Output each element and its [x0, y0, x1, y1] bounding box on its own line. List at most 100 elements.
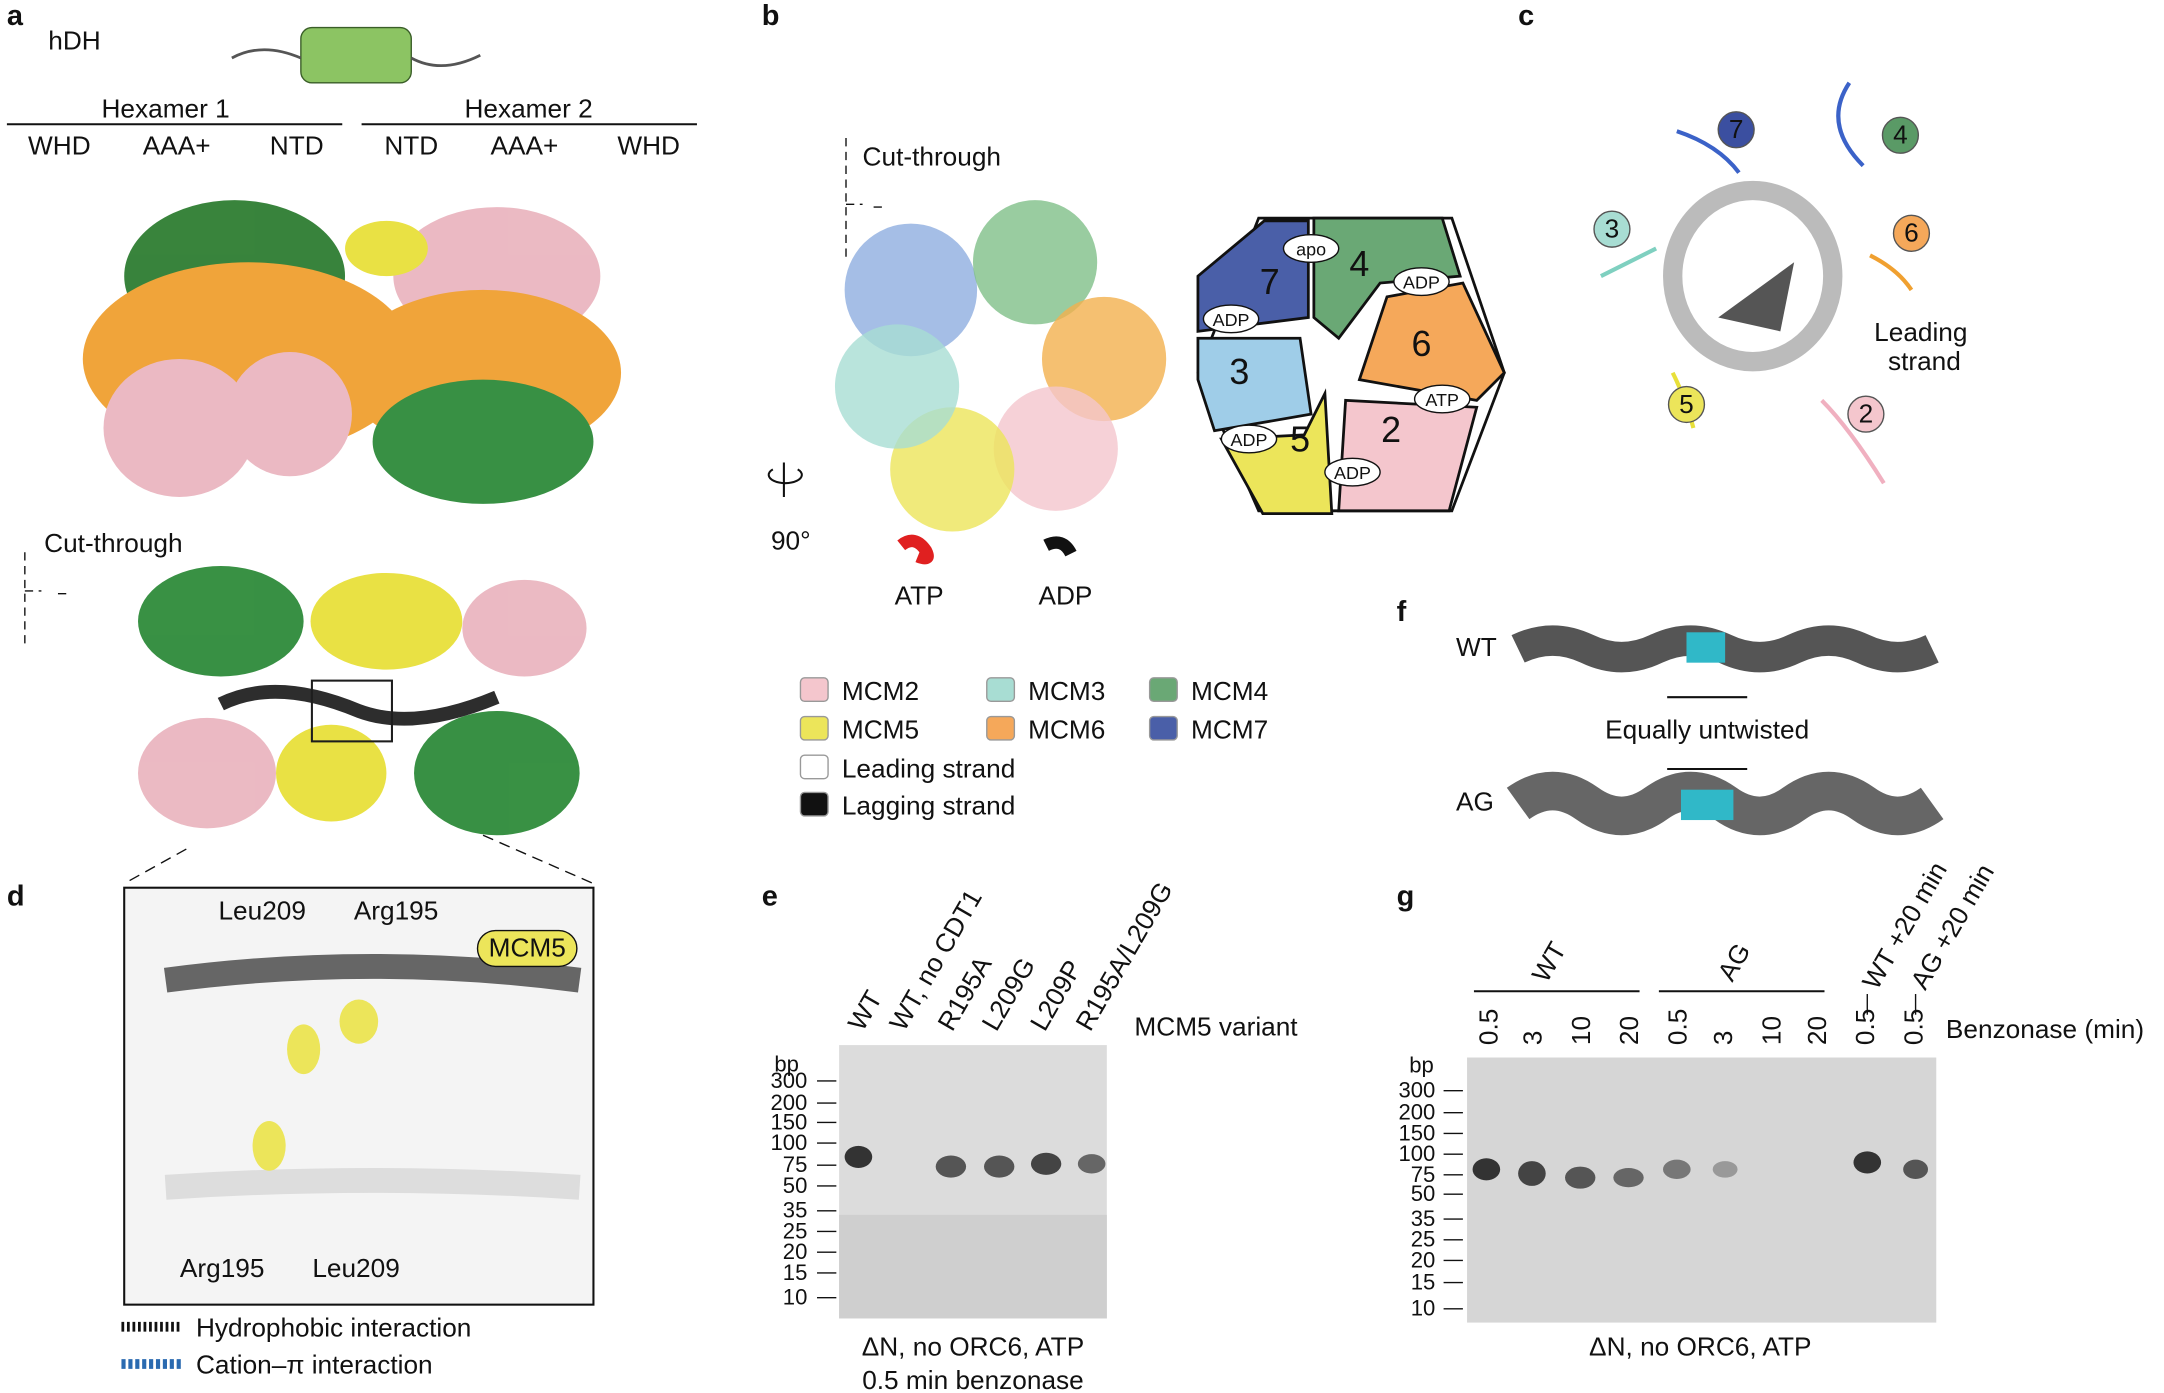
panel-label: d [7, 881, 25, 913]
bp-label: bp [1409, 1053, 1434, 1078]
panel-label: c [1518, 0, 1534, 32]
panel-b-art [767, 138, 1506, 565]
residue: Arg195 [180, 1253, 265, 1283]
subunit-number: 4 [1349, 244, 1369, 284]
subunit-badge [1881, 116, 1920, 154]
legend-swatch [986, 677, 1016, 703]
nucleotide-oval [1220, 424, 1278, 454]
benzonase-label: Benzonase (min) [1946, 1014, 2144, 1044]
ladder-label: 20 [783, 1239, 808, 1264]
subunit-number: 4 [1893, 120, 1908, 150]
lane-label: 10 [1566, 1016, 1596, 1045]
ladder-label: 300 [771, 1068, 808, 1093]
legend-swatch [799, 715, 829, 741]
ladder-label: 20 [1411, 1247, 1436, 1272]
subunit-number: 6 [1904, 218, 1919, 248]
subunit-number: 2 [1859, 398, 1874, 428]
legend-swatch [799, 677, 829, 703]
panel-d-art [121, 886, 595, 1369]
legend-swatch [1148, 677, 1178, 703]
domain-label: WHD [617, 131, 680, 161]
wt-label: WT [1456, 632, 1497, 662]
subunit-badge [1717, 111, 1755, 149]
ladder-label: 200 [771, 1090, 808, 1115]
subunit-number: 6 [1412, 324, 1432, 364]
atp-label: ATP [895, 581, 944, 611]
nucleotide: ADP [1213, 310, 1250, 330]
ladder-label: 75 [1411, 1162, 1436, 1187]
legend-swatch [799, 791, 829, 817]
lane-label: 0.5 [1662, 1009, 1692, 1045]
ladder-label: 25 [783, 1218, 808, 1243]
leading-strand: strand [1888, 346, 1961, 376]
subunit-number: 3 [1229, 352, 1249, 392]
domain-label: WHD [28, 131, 91, 161]
nucleotide: apo [1296, 239, 1326, 259]
ladder-label: 15 [1411, 1269, 1436, 1294]
panel-a-art [6, 26, 697, 885]
subunit-badge [1593, 210, 1631, 248]
caption: ΔN, no ORC6, ATP [1589, 1332, 1811, 1362]
ladder-label: 100 [771, 1130, 808, 1155]
legend-entry: MCM5 [842, 715, 919, 745]
subunit-badge [1667, 385, 1706, 424]
domain-label: AAA+ [491, 131, 559, 161]
legend-entry: Cation–π interaction [196, 1350, 433, 1380]
adp-label: ADP [1038, 581, 1092, 611]
ladder-label: 75 [783, 1152, 808, 1177]
ladder-label: 300 [1398, 1078, 1435, 1103]
residue: Arg195 [354, 895, 439, 925]
legend-entry: MCM3 [1028, 676, 1105, 706]
lane-label: 20 [1802, 1016, 1832, 1045]
caption: ΔN, no ORC6, ATP [862, 1332, 1084, 1362]
hexamer-label: Hexamer 2 [464, 93, 592, 123]
panel-label: f [1397, 596, 1407, 628]
subunit-number: 3 [1605, 213, 1620, 243]
subunit-badge [1847, 395, 1885, 433]
lane-label: 0.5 [1473, 1009, 1503, 1045]
ladder-label: 15 [783, 1260, 808, 1285]
panel-c-art [1599, 81, 1914, 485]
untwisted-label: Equally untwisted [1605, 715, 1809, 745]
nucleotide: ADP [1334, 463, 1371, 483]
subunit-number: 7 [1729, 114, 1744, 144]
legend-entry: MCM6 [1028, 715, 1105, 745]
panel-g-art [1467, 990, 1937, 1323]
lane-label: 0.5 [1850, 1009, 1880, 1045]
residue: Leu209 [218, 895, 305, 925]
group-label: AG [1711, 938, 1756, 986]
ladder-label: 150 [1398, 1120, 1435, 1145]
subunit-number: 5 [1679, 389, 1694, 419]
nucleotide-oval [1282, 234, 1340, 263]
construct: hDH [48, 26, 100, 56]
domain-label: AAA+ [143, 131, 211, 161]
lane-label: 3 [1518, 1030, 1548, 1045]
ladder-label: 10 [783, 1285, 808, 1310]
caption: 0.5 min benzonase [862, 1365, 1084, 1393]
legend-entry: MCM4 [1191, 676, 1268, 706]
lane-label: 10 [1756, 1016, 1786, 1045]
ladder-label: 100 [1398, 1141, 1435, 1166]
rotation: 90° [771, 525, 811, 555]
ladder-label: 150 [771, 1109, 808, 1134]
panel-label: g [1397, 881, 1415, 913]
legend-entry: MCM7 [1191, 715, 1268, 745]
legend-entry: Lagging strand [842, 791, 1015, 821]
legend-entry: Leading strand [842, 753, 1015, 783]
legend-swatch [799, 754, 829, 780]
lane-label: 20 [1614, 1016, 1644, 1045]
nucleotide: ADP [1231, 430, 1268, 450]
ladder-label: 50 [783, 1173, 808, 1198]
nucleotide-oval [1393, 267, 1450, 297]
subunit-badge [1892, 214, 1931, 252]
cut-through: Cut-through [44, 528, 182, 558]
nucleotide: ATP [1425, 390, 1459, 410]
residue: Leu209 [312, 1253, 399, 1283]
panel-label: b [762, 0, 780, 32]
group-label: WT [1526, 937, 1572, 987]
ladder-label: 35 [1411, 1206, 1436, 1231]
cut-through: Cut-through [863, 142, 1001, 172]
panel-label: a [7, 0, 24, 32]
